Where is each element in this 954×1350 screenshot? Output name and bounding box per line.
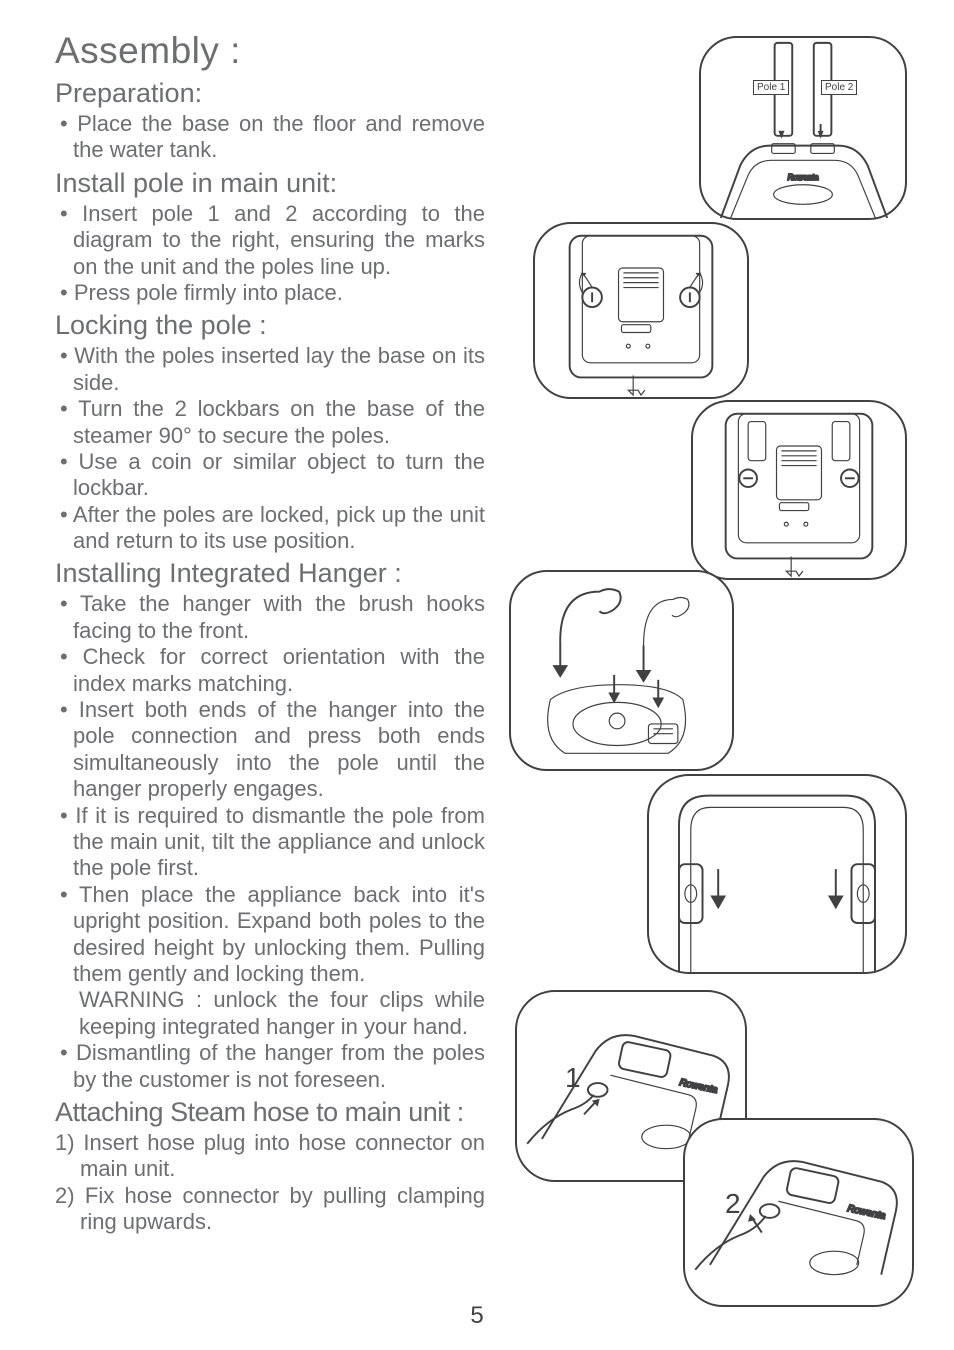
list-item: Place the base on the floor and remove t… xyxy=(55,111,485,164)
diagram-base-unlocked xyxy=(533,222,749,399)
list-item: Turn the 2 lockbars on the base of the s… xyxy=(55,396,485,449)
section-title: Preparation: xyxy=(55,78,485,109)
diagram-hanger-top xyxy=(647,774,907,974)
svg-text:Rowenta: Rowenta xyxy=(788,173,819,182)
pole1-label: Pole 1 xyxy=(753,80,789,95)
list-item: Then place the appliance back into it's … xyxy=(55,882,485,988)
warning-text: WARNING : unlock the four clips while ke… xyxy=(55,987,485,1040)
section-list: Take the hanger with the brush hooks fac… xyxy=(55,591,485,1092)
list-item: Take the hanger with the brush hooks fac… xyxy=(55,591,485,644)
section-list: Place the base on the floor and remove t… xyxy=(55,111,485,164)
list-item: Dismantling of the hanger from the poles… xyxy=(55,1040,485,1093)
pole2-label: Pole 2 xyxy=(821,80,857,95)
section-title: Installing Integrated Hanger : xyxy=(55,558,485,589)
list-item: 2) Fix hose connector by pulling clampin… xyxy=(55,1183,485,1236)
main-title: Assembly : xyxy=(55,30,485,72)
section-list: With the poles inserted lay the base on … xyxy=(55,343,485,554)
list-item: Use a coin or similar object to turn the… xyxy=(55,449,485,502)
diagram-pole-insert: Pole 1 Pole 2 Rowenta xyxy=(699,36,907,220)
section-list: 1) Insert hose plug into hose connector … xyxy=(55,1130,485,1236)
list-item: If it is required to dismantle the pole … xyxy=(55,803,485,882)
page-number: 5 xyxy=(0,1302,954,1330)
diagram-hanger-install xyxy=(509,570,734,771)
section-list: Insert pole 1 and 2 according to the dia… xyxy=(55,201,485,307)
diagram-base-locked xyxy=(691,400,907,580)
list-item: Insert both ends of the hanger into the … xyxy=(55,697,485,803)
list-item: Press pole firmly into place. xyxy=(55,280,485,306)
section-title: Locking the pole : xyxy=(55,310,485,341)
list-item: 1) Insert hose plug into hose connector … xyxy=(55,1130,485,1183)
list-item: Check for correct orientation with the i… xyxy=(55,644,485,697)
section-title: Install pole in main unit: xyxy=(55,168,485,199)
text-column: Assembly : Preparation:Place the base on… xyxy=(55,30,485,1235)
diagram-hose-step2: 2 Rowenta xyxy=(683,1118,914,1307)
list-item: After the poles are locked, pick up the … xyxy=(55,502,485,555)
list-item: With the poles inserted lay the base on … xyxy=(55,343,485,396)
step1-number: 1 xyxy=(565,1062,581,1094)
list-item: Insert pole 1 and 2 according to the dia… xyxy=(55,201,485,280)
section-title: Attaching Steam hose to main unit : xyxy=(55,1097,485,1128)
manual-page: Assembly : Preparation:Place the base on… xyxy=(0,0,954,1350)
step2-number: 2 xyxy=(725,1188,741,1220)
